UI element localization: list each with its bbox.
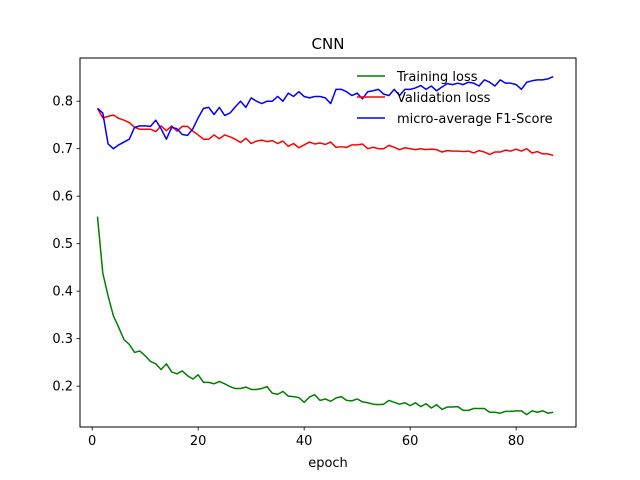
y-tick-label: 0.2: [52, 380, 73, 395]
ticks-layer: 0 20 40 60 80 0.2 0.3 0.4 0.5 0.6 0.7 0.8: [52, 95, 524, 449]
x-tick-label: 60: [402, 434, 419, 449]
x-tick-label: 20: [190, 434, 207, 449]
x-axis-label: epoch: [308, 456, 348, 471]
x-tick-label: 0: [88, 434, 96, 449]
series-layer: [96, 75, 554, 416]
y-tick-label: 0.6: [52, 190, 73, 205]
x-tick-label: 40: [296, 434, 313, 449]
y-tick-label: 0.7: [52, 142, 73, 157]
legend-label-0: Training loss: [396, 70, 478, 85]
y-tick-label: 0.8: [52, 95, 73, 110]
chart-title: CNN: [312, 35, 345, 53]
legend: Training loss Validation loss micro-averag…: [357, 70, 553, 127]
plot-frame: [79, 57, 577, 428]
y-tick-label: 0.4: [52, 285, 73, 300]
x-tick-label: 80: [508, 434, 525, 449]
series-line-2: [96, 75, 554, 150]
legend-label-2: micro-average F1-Score: [397, 112, 553, 127]
y-tick-label: 0.3: [52, 332, 73, 347]
y-tick-label: 0.5: [52, 237, 73, 252]
legend-label-1: Validation loss: [397, 91, 491, 106]
series-line-0: [96, 216, 554, 416]
